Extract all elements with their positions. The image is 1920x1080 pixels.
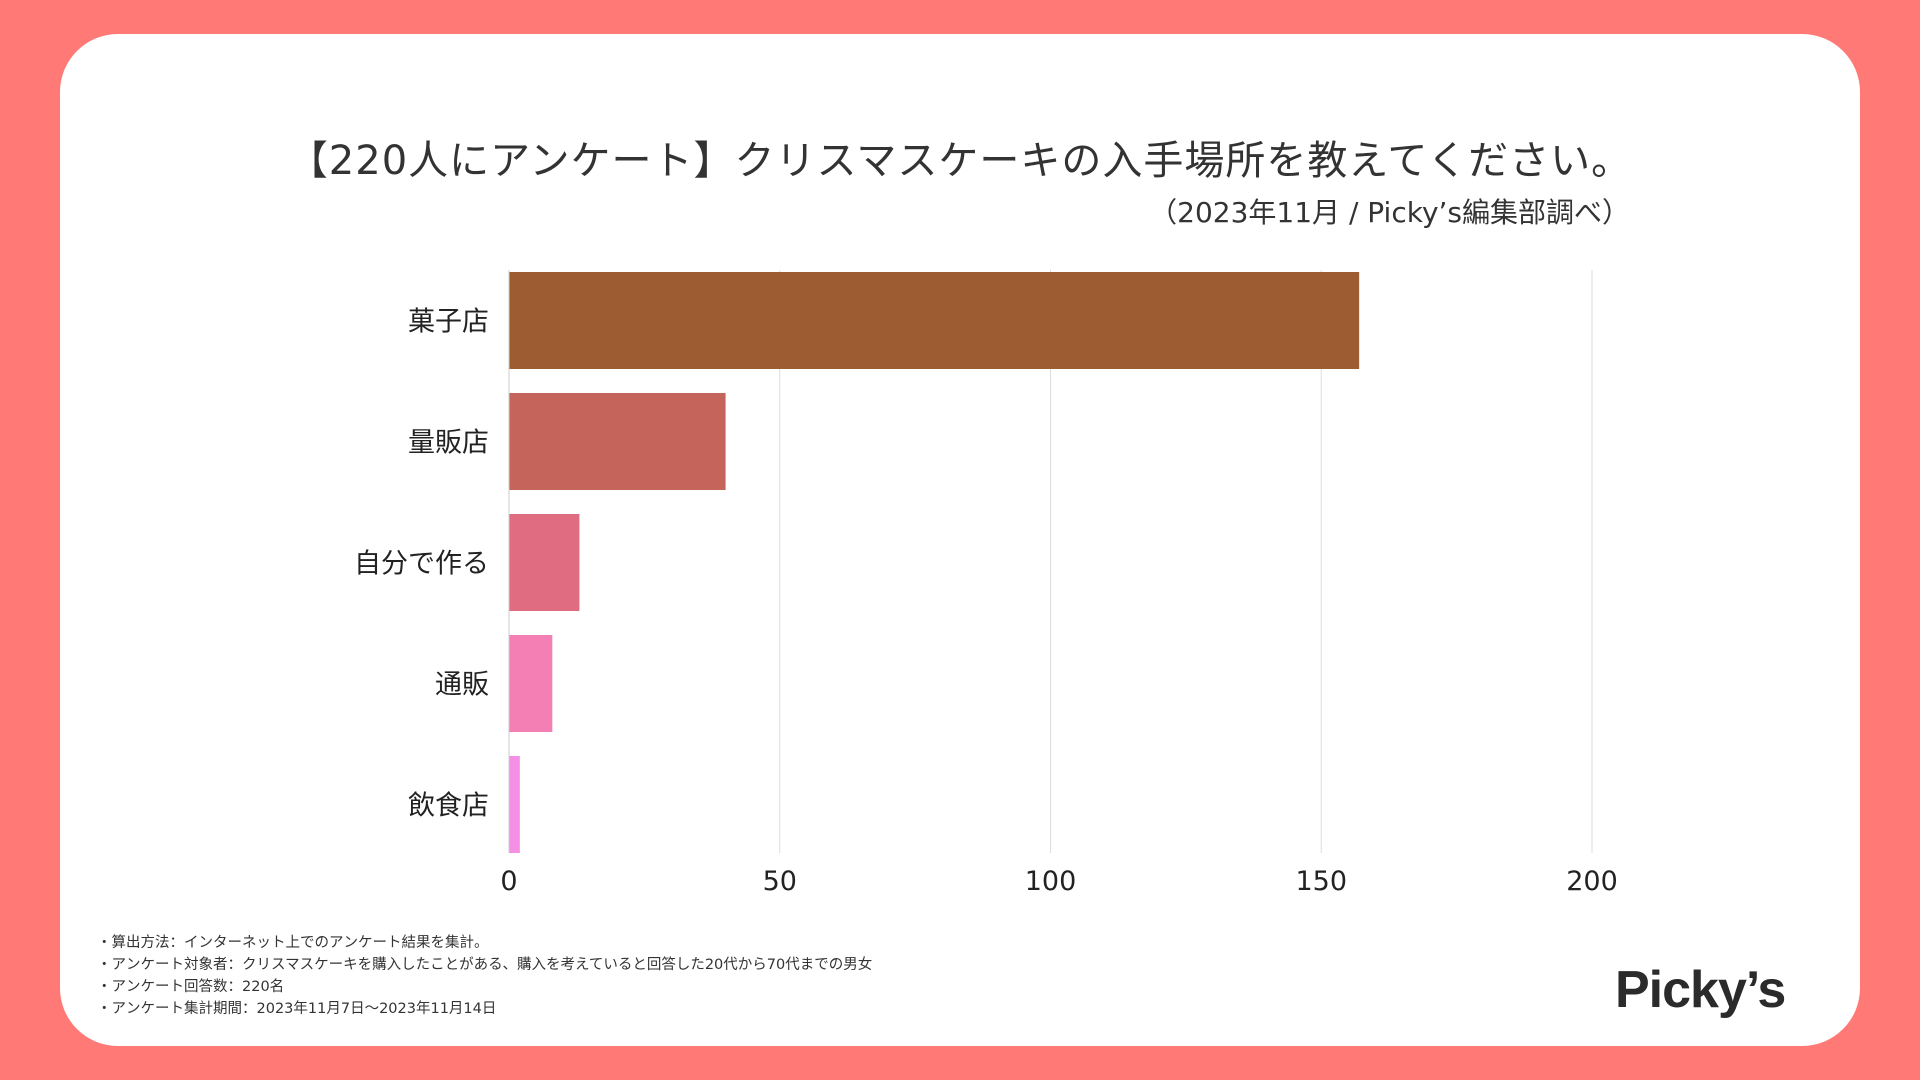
bar-5	[509, 756, 520, 853]
bar-1	[509, 272, 1360, 369]
note-method: ・算出方法：インターネット上でのアンケート結果を集計。	[97, 935, 489, 951]
chart-subtitle: （2023年11月 / Picky’s編集部調べ）	[1149, 196, 1630, 229]
note-target: ・アンケート対象者：クリスマスケーキを購入したことがある、購入を考えていると回答…	[97, 957, 873, 973]
bar-3	[509, 514, 580, 611]
note-count: ・アンケート回答数：220名	[97, 979, 285, 995]
chart-card	[60, 34, 1860, 1046]
x-tick-label: 50	[763, 866, 797, 897]
category-label: 通販	[435, 670, 489, 701]
x-tick-label: 200	[1566, 866, 1618, 897]
category-label: 自分で作る	[354, 549, 489, 580]
x-tick-label: 100	[1025, 866, 1077, 897]
category-label: 菓子店	[408, 307, 489, 338]
x-tick-labels: 0 50 100 150 200	[500, 866, 1617, 897]
x-tick-label: 150	[1295, 866, 1347, 897]
bar-4	[509, 635, 553, 732]
survey-notes: ・算出方法：インターネット上でのアンケート結果を集計。 ・アンケート対象者：クリ…	[97, 932, 872, 1020]
note-period: ・アンケート集計期間：2023年11月7日〜2023年11月14日	[97, 1001, 497, 1017]
category-label: 飲食店	[408, 791, 489, 822]
x-tick-label: 0	[500, 866, 517, 897]
category-label: 量販店	[408, 428, 489, 459]
chart-title: 【220人にアンケート】クリスマスケーキの入手場所を教えてください。	[287, 138, 1633, 184]
bar-2	[509, 393, 726, 490]
bars	[509, 272, 1360, 853]
brand-logo: Picky’s	[1615, 961, 1786, 1019]
